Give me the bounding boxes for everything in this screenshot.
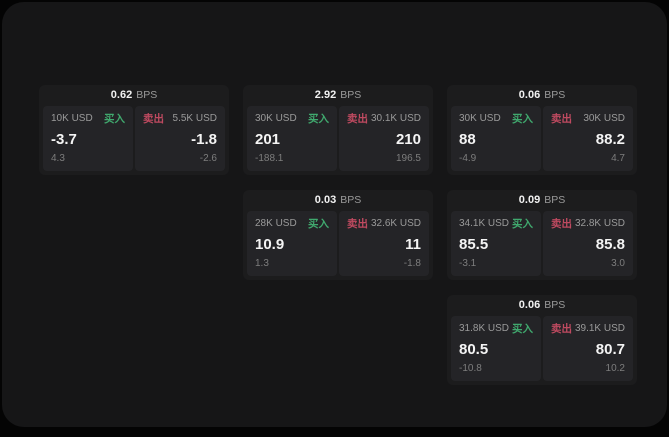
buy-amount: 31.8K USD (459, 323, 510, 334)
buy-amount: 28K USD (255, 218, 297, 229)
quote-card-body: 10K USD 买入 -3.7 4.3 卖出 5.5K USD -1.8 -2.… (39, 106, 229, 175)
sell-amount: 32.6K USD (370, 218, 421, 229)
quote-card: 0.06 BPS 30K USD 买入 88 -4.9 卖出 30K USD (447, 85, 637, 175)
buy-change: 1.3 (255, 258, 269, 269)
bps-unit-label: BPS (340, 89, 362, 101)
sell-quote-tile[interactable]: 卖出 32.8K USD 85.8 3.0 (543, 211, 633, 276)
sell-tag: 卖出 (551, 113, 572, 125)
quote-card: 2.92 BPS 30K USD 买入 201 -188.1 卖出 30.1K … (243, 85, 433, 175)
quote-card-body: 28K USD 买入 10.9 1.3 卖出 32.6K USD 11 -1.8 (243, 211, 433, 280)
bps-header: 2.92 BPS (243, 85, 433, 106)
sell-quote-tile[interactable]: 卖出 30.1K USD 210 196.5 (339, 106, 429, 171)
sell-quote-tile[interactable]: 卖出 39.1K USD 80.7 10.2 (543, 316, 633, 381)
sell-amount: 32.8K USD (574, 218, 625, 229)
buy-price: 85.5 (459, 235, 489, 253)
bps-value: 0.06 (518, 89, 541, 101)
bps-value: 0.62 (110, 89, 133, 101)
sell-change: 3.0 (611, 258, 625, 269)
buy-tag: 买入 (308, 113, 329, 125)
buy-amount: 10K USD (51, 113, 93, 124)
buy-amount: 34.1K USD (459, 218, 510, 229)
sell-amount: 30K USD (583, 113, 625, 124)
sell-tag: 卖出 (551, 218, 572, 230)
bps-unit-label: BPS (340, 194, 362, 206)
buy-price: 88 (459, 130, 476, 148)
sell-change: 196.5 (395, 153, 421, 164)
quote-card-grid: 0.62 BPS 10K USD 买入 -3.7 4.3 卖出 5.5K USD (39, 85, 637, 385)
sell-tag: 卖出 (143, 113, 164, 125)
buy-tag: 买入 (512, 113, 533, 125)
buy-price: 80.5 (459, 340, 489, 358)
sell-price: 210 (395, 130, 421, 148)
sell-amount: 39.1K USD (574, 323, 625, 334)
sell-change: -1.8 (403, 258, 421, 269)
buy-price: 10.9 (255, 235, 285, 253)
buy-change: -3.1 (459, 258, 477, 269)
dashboard-panel: 0.62 BPS 10K USD 买入 -3.7 4.3 卖出 5.5K USD (2, 2, 667, 427)
buy-quote-tile[interactable]: 31.8K USD 买入 80.5 -10.8 (451, 316, 541, 381)
buy-tag: 买入 (104, 113, 125, 125)
quote-card-body: 30K USD 买入 201 -188.1 卖出 30.1K USD 210 1… (243, 106, 433, 175)
buy-change: -188.1 (255, 153, 284, 164)
buy-tag: 买入 (308, 218, 329, 230)
bps-value: 2.92 (314, 89, 337, 101)
sell-amount: 30.1K USD (370, 113, 421, 124)
bps-value: 0.09 (518, 194, 541, 206)
sell-quote-tile[interactable]: 卖出 5.5K USD -1.8 -2.6 (135, 106, 225, 171)
quote-card: 0.62 BPS 10K USD 买入 -3.7 4.3 卖出 5.5K USD (39, 85, 229, 175)
quote-card: 0.09 BPS 34.1K USD 买入 85.5 -3.1 卖出 32.8K… (447, 190, 637, 280)
buy-quote-tile[interactable]: 10K USD 买入 -3.7 4.3 (43, 106, 133, 171)
quote-card-body: 31.8K USD 买入 80.5 -10.8 卖出 39.1K USD 80.… (447, 316, 637, 385)
buy-change: -10.8 (459, 363, 482, 374)
buy-price: -3.7 (51, 130, 77, 148)
sell-tag: 卖出 (347, 218, 368, 230)
bps-header: 0.06 BPS (447, 295, 637, 316)
buy-quote-tile[interactable]: 34.1K USD 买入 85.5 -3.1 (451, 211, 541, 276)
buy-quote-tile[interactable]: 28K USD 买入 10.9 1.3 (247, 211, 337, 276)
buy-change: 4.3 (51, 153, 65, 164)
sell-price: 11 (405, 235, 421, 253)
buy-tag: 买入 (512, 323, 533, 335)
quote-card-body: 30K USD 买入 88 -4.9 卖出 30K USD 88.2 4.7 (447, 106, 637, 175)
buy-change: -4.9 (459, 153, 477, 164)
bps-header: 0.62 BPS (39, 85, 229, 106)
quote-card: 0.06 BPS 31.8K USD 买入 80.5 -10.8 卖出 39.1… (447, 295, 637, 385)
buy-quote-tile[interactable]: 30K USD 买入 88 -4.9 (451, 106, 541, 171)
buy-tag: 买入 (512, 218, 533, 230)
sell-tag: 卖出 (551, 323, 572, 335)
bps-unit-label: BPS (544, 89, 566, 101)
buy-price: 201 (255, 130, 281, 148)
sell-price: 80.7 (595, 340, 625, 358)
sell-price: -1.8 (191, 130, 217, 148)
bps-value: 0.03 (314, 194, 337, 206)
sell-price: 88.2 (595, 130, 625, 148)
sell-change: 4.7 (611, 153, 625, 164)
sell-change: 10.2 (605, 363, 625, 374)
buy-amount: 30K USD (459, 113, 501, 124)
sell-tag: 卖出 (347, 113, 368, 125)
bps-header: 0.09 BPS (447, 190, 637, 211)
sell-amount: 5.5K USD (172, 113, 217, 124)
sell-quote-tile[interactable]: 卖出 30K USD 88.2 4.7 (543, 106, 633, 171)
quote-card: 0.03 BPS 28K USD 买入 10.9 1.3 卖出 32.6K US… (243, 190, 433, 280)
bps-header: 0.03 BPS (243, 190, 433, 211)
bps-unit-label: BPS (136, 89, 158, 101)
bps-unit-label: BPS (544, 194, 566, 206)
quote-card-body: 34.1K USD 买入 85.5 -3.1 卖出 32.8K USD 85.8… (447, 211, 637, 280)
bps-value: 0.06 (518, 299, 541, 311)
bps-header: 0.06 BPS (447, 85, 637, 106)
sell-quote-tile[interactable]: 卖出 32.6K USD 11 -1.8 (339, 211, 429, 276)
bps-unit-label: BPS (544, 299, 566, 311)
buy-quote-tile[interactable]: 30K USD 买入 201 -188.1 (247, 106, 337, 171)
sell-price: 85.8 (595, 235, 625, 253)
buy-amount: 30K USD (255, 113, 297, 124)
sell-change: -2.6 (199, 153, 217, 164)
